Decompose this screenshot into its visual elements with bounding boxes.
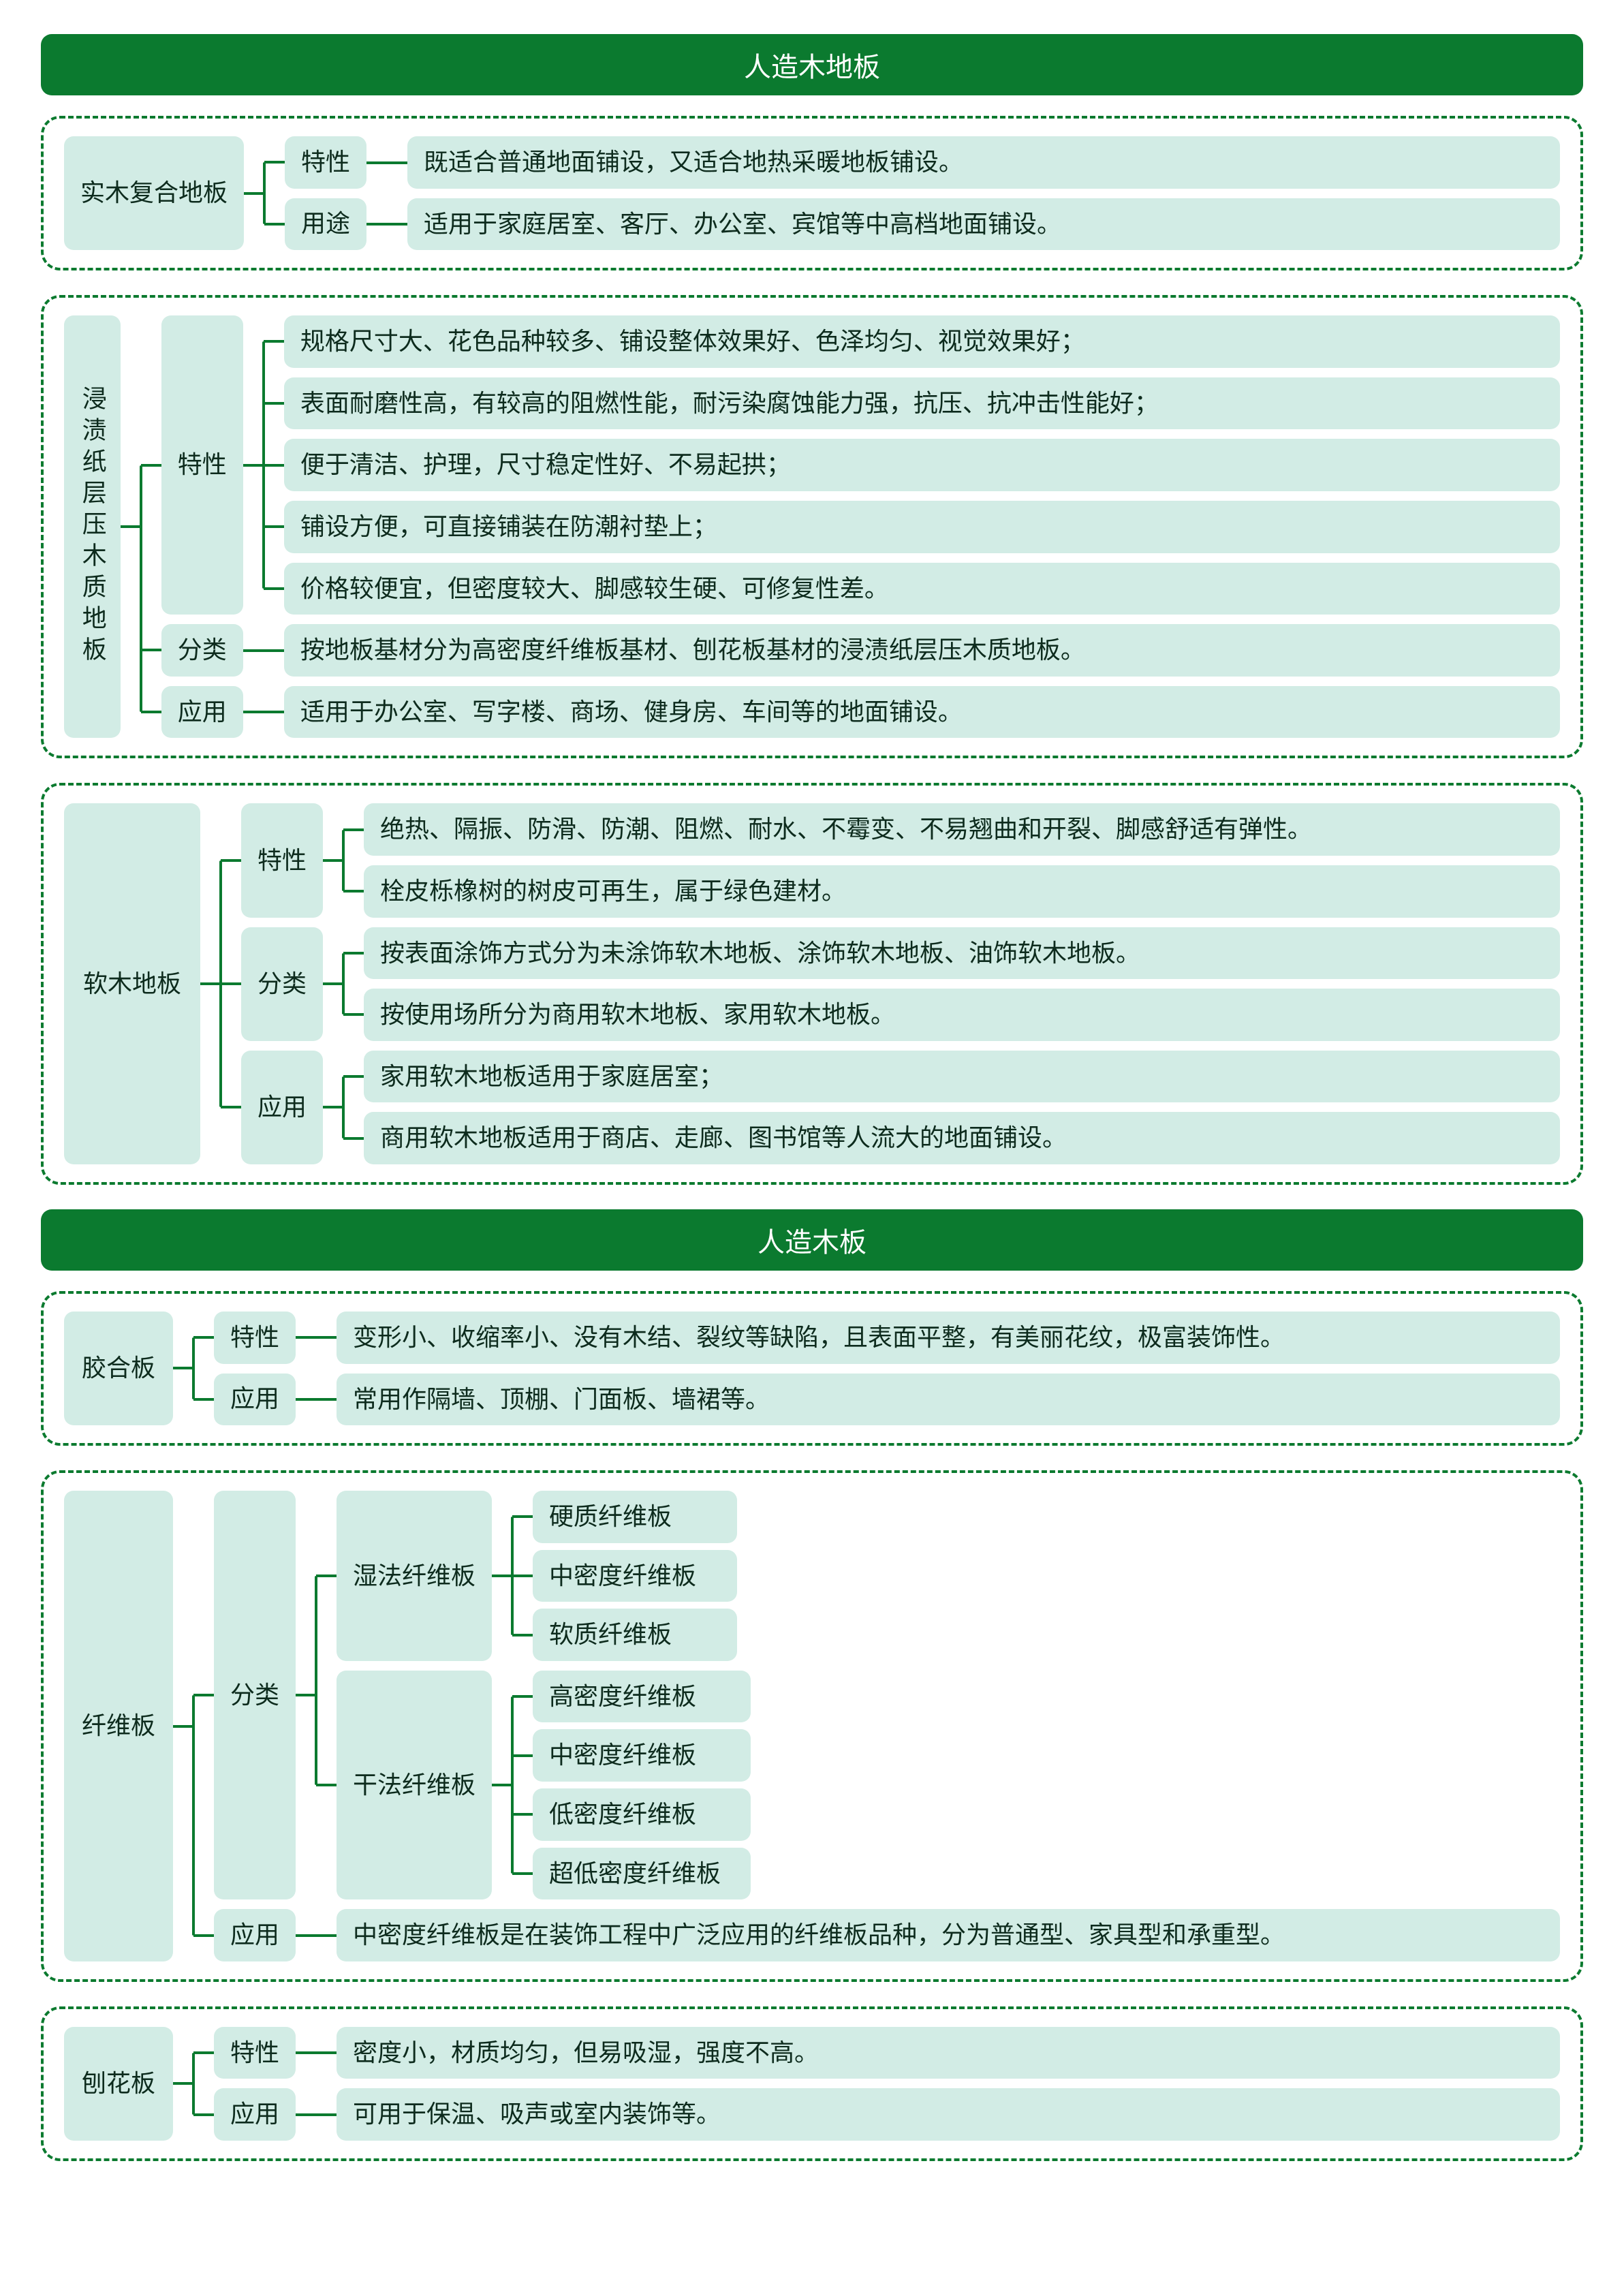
leaf-b1-0-0-0: 硬质纤维板 (533, 1491, 737, 1543)
leaf-a2-1-0: 按表面涂饰方式分为未涂饰软木地板、涂饰软木地板、油饰软木地板。 (364, 927, 1560, 980)
node-a0-1: 用途 (285, 198, 366, 251)
node-b0-0: 特性 (214, 1312, 296, 1364)
title-a: 人造木地板 (41, 34, 1583, 95)
leaf-a2-0-0: 绝热、隔振、防滑、防潮、阻燃、耐水、不霉变、不易翘曲和开裂、脚感舒适有弹性。 (364, 803, 1560, 856)
leaf-b2-0-0: 密度小，材质均匀，但易吸湿，强度不高。 (337, 2027, 1560, 2079)
leaf-a1-0-4: 价格较便宜，但密度较大、脚感较生硬、可修复性差。 (284, 563, 1560, 615)
title-b: 人造木板 (41, 1209, 1583, 1271)
leaf-b1-1-0: 中密度纤维板是在装饰工程中广泛应用的纤维板品种，分为普通型、家具型和承重型。 (337, 1909, 1560, 1961)
leaf-a1-0-0: 规格尺寸大、花色品种较多、铺设整体效果好、色泽均匀、视觉效果好； (284, 315, 1560, 368)
leaf-a2-1-1: 按使用场所分为商用软木地板、家用软木地板。 (364, 989, 1560, 1041)
node-a1-1: 分类 (161, 624, 243, 677)
leaf-a1-0-1: 表面耐磨性高，有较高的阻燃性能，耐污染腐蚀能力强，抗压、抗冲击性能好； (284, 377, 1560, 430)
section-b2: 刨花板 特性 密度小，材质均匀，但易吸湿，强度不高。 应用 可用于保温、吸声或室… (41, 2006, 1583, 2161)
leaf-b0-1-0: 常用作隔墙、顶棚、门面板、墙裙等。 (337, 1374, 1560, 1426)
node-a0-0: 特性 (285, 136, 366, 189)
section-b0: 胶合板 特性 变形小、收缩率小、没有木结、裂纹等缺陷，且表面平整，有美丽花纹，极… (41, 1291, 1583, 1446)
leaf-a2-2-0: 家用软木地板适用于家庭居室； (364, 1051, 1560, 1103)
leaf-b1-0-1-3: 超低密度纤维板 (533, 1848, 751, 1900)
section-a1: 浸渍纸层压木质地板 特性 规格尺寸大、花色品种较多、铺设整体效果好、色泽均匀、视… (41, 295, 1583, 758)
leaf-b1-0-0-1: 中密度纤维板 (533, 1550, 737, 1602)
node-a1-0: 特性 (161, 315, 243, 615)
node-b2-1: 应用 (214, 2088, 296, 2141)
leaf-b2-1-0: 可用于保温、吸声或室内装饰等。 (337, 2088, 1560, 2141)
node-a2-2: 应用 (241, 1051, 323, 1164)
leaf-a0-1-0: 适用于家庭居室、客厅、办公室、宾馆等中高档地面铺设。 (407, 198, 1560, 251)
node-a1-2: 应用 (161, 686, 243, 739)
leaf-a0-0-0: 既适合普通地面铺设，又适合地热采暖地板铺设。 (407, 136, 1560, 189)
node-a2-1: 分类 (241, 927, 323, 1041)
leaf-a1-0-2: 便于清洁、护理，尺寸稳定性好、不易起拱； (284, 439, 1560, 491)
node-b1: 纤维板 (64, 1491, 173, 1961)
leaf-b1-0-1-2: 低密度纤维板 (533, 1788, 751, 1841)
section-a2: 软木地板 特性 绝热、隔振、防滑、防潮、阻燃、耐水、不霉变、不易翘曲和开裂、脚感… (41, 783, 1583, 1185)
node-b2-0: 特性 (214, 2027, 296, 2079)
leaf-a1-2-0: 适用于办公室、写字楼、商场、健身房、车间等的地面铺设。 (284, 686, 1560, 739)
leaf-a2-0-1: 栓皮栎橡树的树皮可再生，属于绿色建材。 (364, 865, 1560, 918)
section-b1: 纤维板 分类 湿法纤维板 硬质纤维板 中密度纤维板 软质纤维板 (41, 1470, 1583, 1982)
leaf-b1-0-0-2: 软质纤维板 (533, 1609, 737, 1661)
leaf-a1-1-0: 按地板基材分为高密度纤维板基材、刨花板基材的浸渍纸层压木质地板。 (284, 624, 1560, 677)
node-a2-0: 特性 (241, 803, 323, 917)
node-b1-0-1: 干法纤维板 (337, 1671, 492, 1899)
leaf-b0-0-0: 变形小、收缩率小、没有木结、裂纹等缺陷，且表面平整，有美丽花纹，极富装饰性。 (337, 1312, 1560, 1364)
leaf-b1-0-1-0: 高密度纤维板 (533, 1671, 751, 1723)
node-b2: 刨花板 (64, 2027, 173, 2141)
node-b1-0: 分类 (214, 1491, 296, 1899)
leaf-a1-0-3: 铺设方便，可直接铺装在防潮衬垫上； (284, 501, 1560, 553)
node-a0: 实木复合地板 (64, 136, 244, 250)
node-a1: 浸渍纸层压木质地板 (64, 315, 121, 738)
leaf-a2-2-1: 商用软木地板适用于商店、走廊、图书馆等人流大的地面铺设。 (364, 1112, 1560, 1164)
node-b1-0-0: 湿法纤维板 (337, 1491, 492, 1661)
node-b0-1: 应用 (214, 1374, 296, 1426)
leaf-b1-0-1-1: 中密度纤维板 (533, 1729, 751, 1782)
node-b1-1: 应用 (214, 1909, 296, 1961)
node-b0: 胶合板 (64, 1312, 173, 1425)
section-a0: 实木复合地板 特性 既适合普通地面铺设，又适合地热采暖地板铺设。 用途 适用于家… (41, 116, 1583, 270)
node-a2: 软木地板 (64, 803, 200, 1164)
